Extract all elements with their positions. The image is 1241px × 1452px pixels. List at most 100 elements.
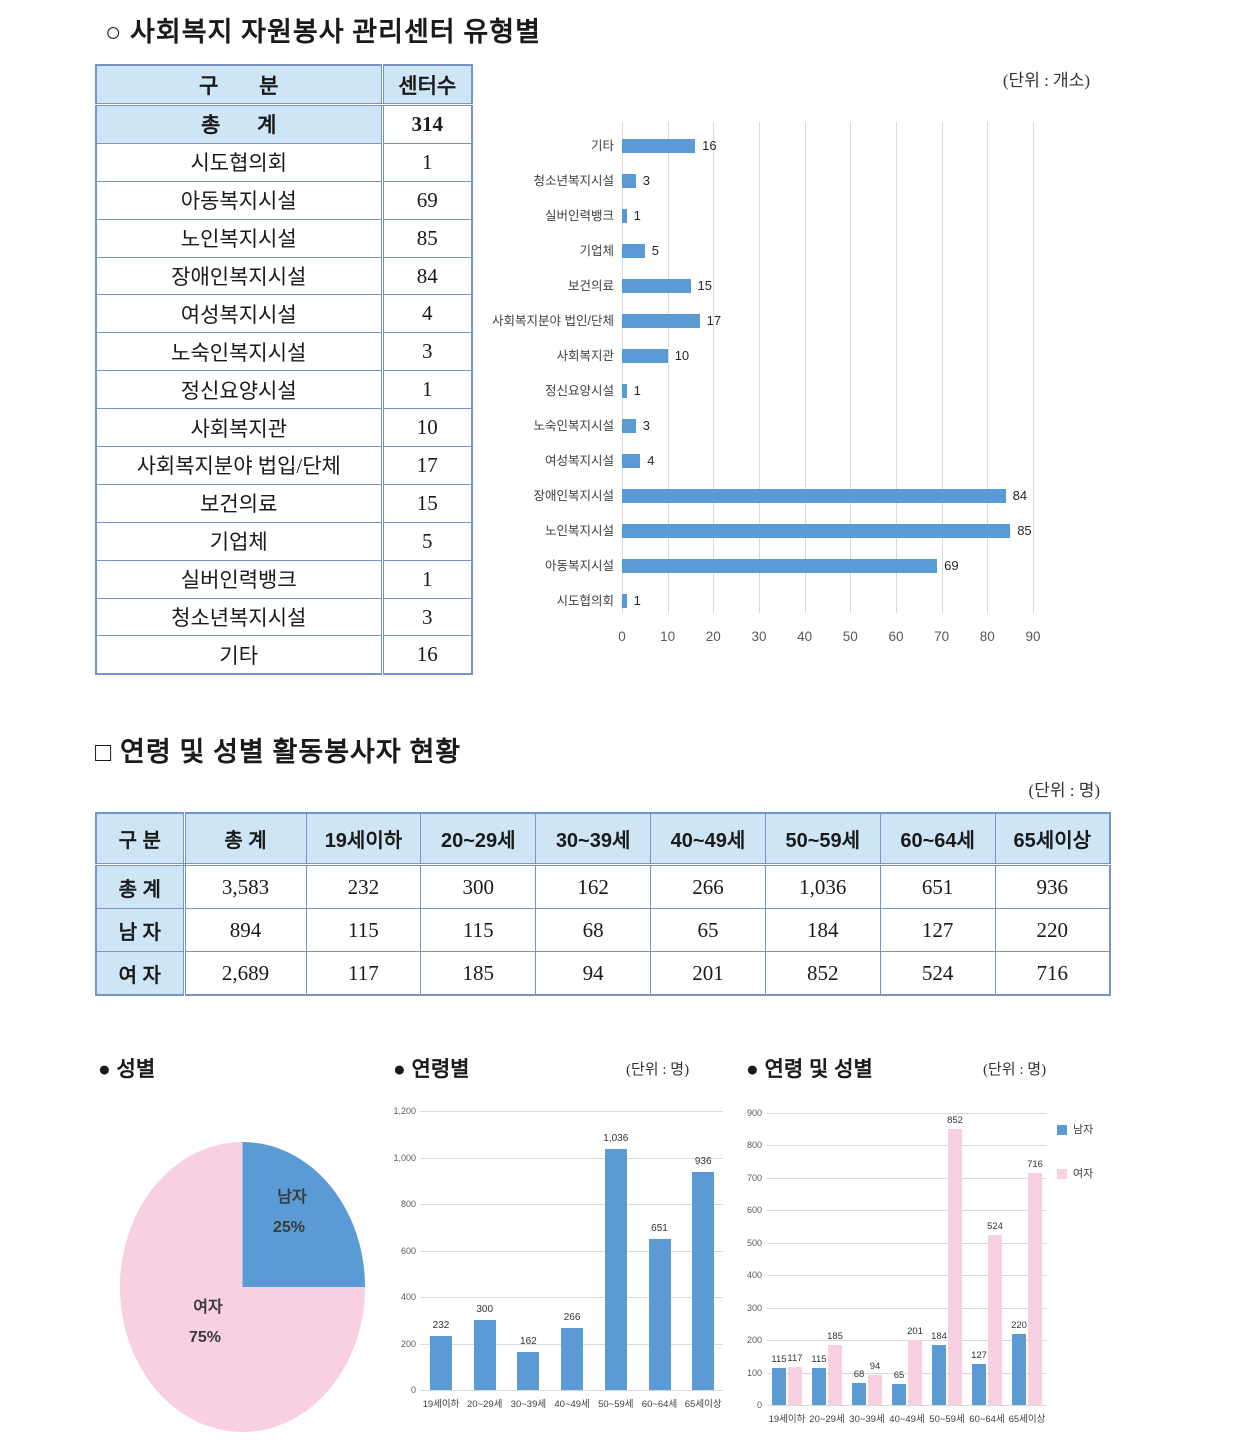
table-row: 노숙인복지시설 3 <box>95 332 473 372</box>
table-row: 시도협의회 1 <box>95 142 473 182</box>
value-label-male: 184 <box>931 1331 947 1343</box>
axis-tick-label: 60 <box>888 629 904 644</box>
gridline <box>767 1372 1047 1374</box>
value-cell: 94 <box>535 951 652 996</box>
value-label-female: 201 <box>907 1325 923 1337</box>
count-cell: 17 <box>380 446 473 485</box>
category-cell: 사회복지분야 법입/단체 <box>95 446 383 485</box>
row-header-cell: 남 자 <box>95 908 186 952</box>
count-cell: 1 <box>380 370 473 410</box>
column-header: 60~64세 <box>879 812 996 866</box>
category-cell: 시도협의회 <box>95 142 383 182</box>
category-cell: 사회복지관 <box>95 408 383 448</box>
axis-tick-label: 40 <box>797 629 813 644</box>
bar-label: 실버인력뱅크 <box>544 209 614 223</box>
category-cell: 실버인력뱅크 <box>95 559 383 599</box>
value-cell: 115 <box>420 908 537 952</box>
bar <box>622 244 645 258</box>
bar-female <box>908 1339 922 1405</box>
axis-tick-label: 50 <box>842 629 858 644</box>
center-type-table: 구 분 센터수 총 계 314 시도협의회 1 아동복지시설 69 노인복지시설 85 장애인복… <box>95 64 473 676</box>
axis-tick-label: 0 <box>756 1400 762 1410</box>
axis-category-label: 19세이하 <box>768 1414 806 1425</box>
axis-tick-label: 200 <box>400 1338 416 1349</box>
value-cell: 266 <box>650 864 766 909</box>
gridline <box>804 122 806 613</box>
pie-slice-label: 남자 <box>277 1189 307 1206</box>
value-cell: 201 <box>650 951 766 996</box>
table-row: 총 계 314 <box>95 104 473 144</box>
value-label: 3 <box>642 173 650 188</box>
axis-tick-label: 800 <box>746 1140 762 1151</box>
value-label: 3 <box>642 418 650 433</box>
category-cell: 기업체 <box>95 521 383 561</box>
gridline <box>767 1177 1047 1179</box>
table-row: 여성복지시설 4 <box>95 294 473 334</box>
value-label: 15 <box>697 278 712 293</box>
axis-tick-label: 700 <box>746 1172 762 1183</box>
value-cell: 3,583 <box>183 864 307 909</box>
axis-category-label: 50~59세 <box>598 1399 634 1410</box>
column-header: 구 분 <box>95 812 186 866</box>
age-gender-bar-chart: 0 100 200 300 400 500 600 700 800 900 115 117 19세이하 1… <box>745 1095 1241 1452</box>
value-label: 17 <box>706 313 722 328</box>
axis-category-label: 20~29세 <box>809 1414 845 1425</box>
bar-label: 노숙인복지시설 <box>533 419 614 433</box>
bar-label: 청소년복지시설 <box>533 174 614 188</box>
value-label: 651 <box>651 1222 668 1234</box>
bar-label: 시도협의회 <box>556 594 614 608</box>
legend-label: 여자 <box>1073 1168 1094 1180</box>
bar-label: 사회복지분야 법인/단체 <box>492 314 614 328</box>
bar <box>430 1336 452 1390</box>
bar <box>604 1149 627 1390</box>
gridline <box>896 122 897 613</box>
table-row: 남 자 894 115 115 68 65 184 127 220 <box>95 908 1111 952</box>
gridline <box>420 1157 723 1159</box>
bar <box>622 209 627 223</box>
column-header: 65세이상 <box>994 812 1111 866</box>
table-row: 사회복지관 10 <box>95 408 473 448</box>
bar-male <box>852 1382 866 1405</box>
category-cell: 기타 <box>95 635 383 675</box>
value-cell: 184 <box>764 908 881 952</box>
gender-chart-title: ● 성별 <box>98 1058 156 1081</box>
bar <box>622 139 696 153</box>
age-gender-unit-label: (단위 : 명) <box>983 1062 1047 1078</box>
axis-tick-label: 500 <box>746 1237 762 1248</box>
value-cell: 117 <box>305 951 422 996</box>
bar-label: 정신요양시설 <box>544 384 614 398</box>
gridline <box>767 1275 1047 1277</box>
axis-tick-label: 400 <box>746 1270 762 1281</box>
axis-tick-label: 30 <box>751 629 767 644</box>
axis-tick-label: 90 <box>1025 629 1041 644</box>
column-header: 40~49세 <box>650 812 766 866</box>
count-cell: 10 <box>380 408 473 448</box>
count-cell: 3 <box>380 332 473 372</box>
pie-slice-pct: 25% <box>272 1219 306 1236</box>
age-bar-chart: 0 200 400 600 800 1,000 1,200 232 19세이하 300 20~29세… <box>392 1095 737 1452</box>
value-cell: 68 <box>535 908 652 952</box>
gridline <box>420 1204 723 1205</box>
value-cell: 524 <box>879 951 996 996</box>
bar <box>692 1172 715 1390</box>
gridline <box>420 1297 723 1298</box>
table-row: 정신요양시설 1 <box>95 370 473 410</box>
axis-category-label: 19세이하 <box>422 1399 460 1410</box>
axis-category-label: 30~39세 <box>510 1399 547 1410</box>
gridline <box>767 1113 1047 1114</box>
axis-tick-label: 600 <box>400 1245 416 1256</box>
gridline <box>767 1340 1047 1342</box>
bar-male <box>812 1367 826 1405</box>
unit-label-volunteers: (단위 : 명) <box>1028 781 1100 800</box>
axis-category-label: 30~39세 <box>849 1414 885 1425</box>
bar-female <box>788 1367 802 1405</box>
category-cell: 청소년복지시설 <box>95 597 383 637</box>
bar-label: 보건의료 <box>567 279 614 293</box>
value-cell: 300 <box>420 864 537 909</box>
value-label: 84 <box>1012 488 1028 503</box>
axis-tick-label: 1,000 <box>393 1152 416 1163</box>
gridline <box>941 122 943 613</box>
category-cell: 정신요양시설 <box>95 370 383 410</box>
gridline <box>767 1405 1047 1406</box>
